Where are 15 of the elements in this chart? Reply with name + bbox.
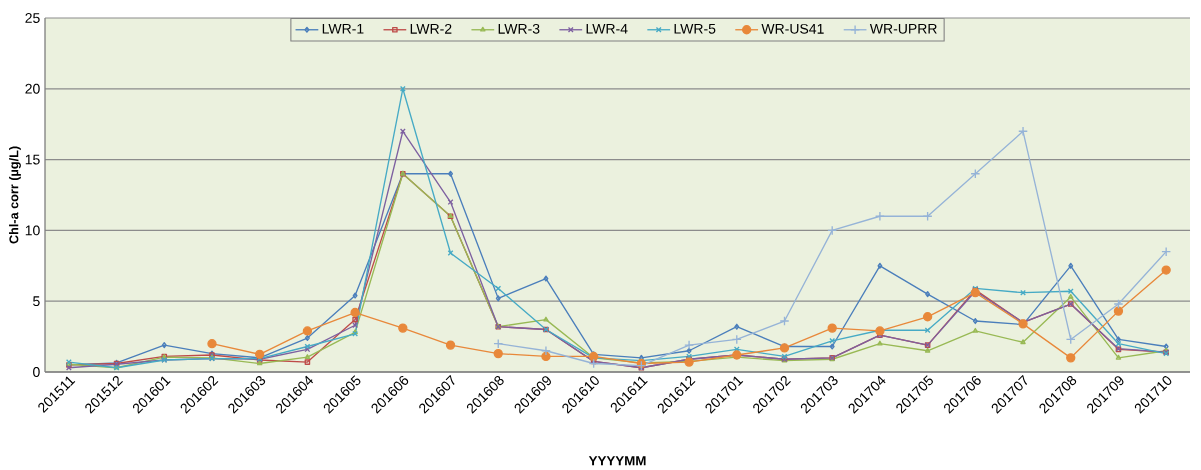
- legend-label: LWR-2: [410, 23, 452, 34]
- legend-label: WR-US41: [761, 23, 824, 34]
- legend-label: LWR-1: [322, 24, 364, 34]
- y-tick-label: 15: [25, 154, 40, 165]
- legend-label: LWR-5: [674, 24, 716, 34]
- y-tick-label: 10: [25, 225, 40, 236]
- y-tick-label: 5: [33, 296, 40, 307]
- legend-label: LWR-4: [586, 24, 628, 34]
- y-tick-label: 25: [25, 13, 40, 24]
- x-axis-title: YYYYMM: [588, 456, 646, 466]
- y-tick-label: 0: [33, 367, 40, 378]
- y-tick-label: 20: [25, 83, 40, 94]
- legend-label: LWR-3: [498, 23, 540, 34]
- legend-label: WR-UPRR: [869, 24, 937, 34]
- y-axis-title: Chl-a corr (µg/L): [9, 146, 21, 244]
